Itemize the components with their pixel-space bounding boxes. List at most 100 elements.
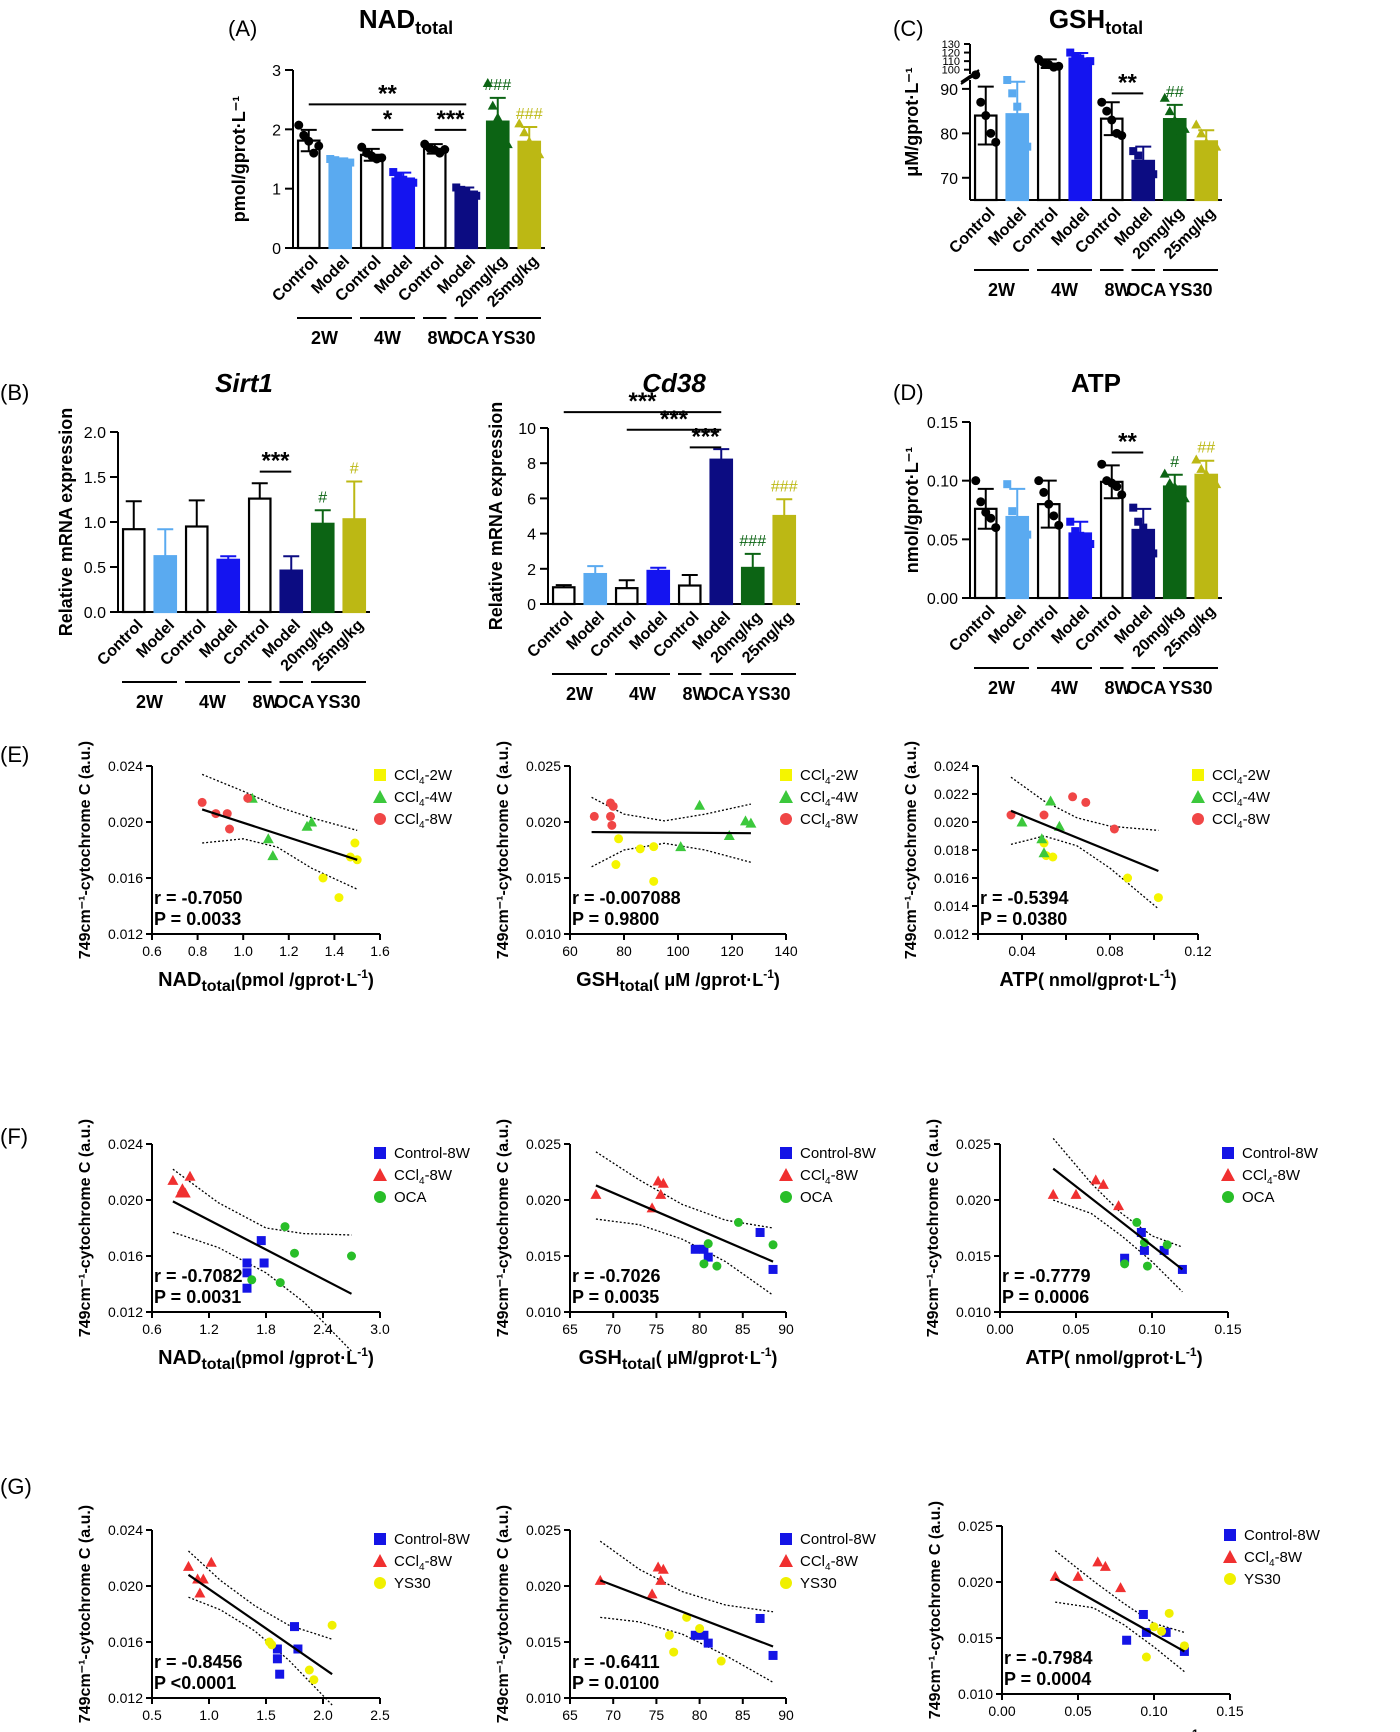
data-point [1003,76,1012,84]
scatter-point [1049,1570,1061,1581]
data-point [1071,52,1080,60]
significance-star: *** [261,448,290,475]
y-tick-label: 1.0 [84,515,106,532]
data-point [482,78,493,88]
scatter-point [304,1665,314,1675]
data-point [440,145,450,155]
scatter-point [675,841,687,852]
group-label: YS30 [746,684,790,704]
scatter-point [1053,820,1065,831]
scatter-point [242,1268,252,1278]
x-axis-label: ATP( nmol/gprot·L-1) [1025,1345,1202,1369]
data-point [314,141,324,151]
scatter-point [712,1261,722,1271]
data-point [1013,102,1022,111]
panel-letter: (E) [0,742,29,767]
y-tick-label: 0.5 [84,560,106,577]
scatter-point [1122,1635,1132,1645]
scatter-point [275,1669,285,1679]
y-tick-label: 8 [527,456,536,473]
bar [583,572,608,606]
scatter-point [669,1647,679,1657]
scatter-point [318,873,328,883]
legend-label: OCA [394,1189,427,1206]
data-point [377,153,387,163]
p-value: P = 0.0035 [572,1287,659,1307]
scatter-point [1036,833,1048,844]
data-point [519,127,530,137]
scatter-point [1081,797,1091,807]
data-point [462,187,471,196]
p-value: P = 0.0004 [1004,1669,1091,1689]
group-label: YS30 [1168,678,1212,698]
x-axis-label: ATP( nmol/gprot·L-1) [1027,1727,1204,1732]
scatter-point [1099,1560,1111,1571]
data-point [1117,490,1127,500]
scatter-point [1115,1582,1127,1593]
scatter-point [1070,1188,1082,1199]
p-value: P = 0.0033 [154,909,241,929]
y-tick-label: 0.05 [927,532,958,549]
legend-label: CCl4-8W [394,1553,453,1573]
y-tick-label: 1.5 [84,470,106,487]
data-point [1008,89,1017,98]
scatter-point [1192,813,1204,825]
significance-hash: ### [516,106,543,123]
bar [1162,485,1187,600]
fit-line [187,1573,333,1676]
data-point [294,120,304,130]
scatter-point [194,1587,206,1598]
group-label: OCA [704,684,744,704]
bar [1036,62,1061,202]
data-point [1008,507,1017,516]
y-tick-label: 0.012 [108,926,143,942]
bar [422,147,447,250]
y-tick-label: 90 [940,82,958,99]
data-point [1076,531,1085,540]
scatter-point [1120,1259,1130,1269]
scatter-point [373,1168,387,1181]
scatter-point [780,1577,792,1589]
scatter-chart-F2: 0.010 0.015 0.020 0.025 65 70 75 80 85 90 r = -0.7… [495,1119,877,1373]
data-point [389,168,398,177]
confidence-band [599,1540,774,1613]
scatter-point [1179,1641,1189,1651]
scatter-chart-E3: 0.012 0.014 0.016 0.018 0.020 0.022 0.024 0.04 0… [903,741,1271,991]
data-point [1206,475,1217,485]
scatter-point [275,1278,285,1288]
data-point [487,100,498,110]
legend-label: CCl4-2W [1212,767,1271,787]
scatter-point [1136,1227,1146,1237]
chart-title: Sirt1 [215,368,273,398]
data-point [1034,476,1044,486]
confidence-band [1052,1137,1183,1248]
data-point [1044,499,1054,509]
scatter-point [225,824,235,834]
x-tick-label: 1.4 [325,943,345,959]
scatter-point [1224,1573,1236,1585]
p-value: P = 0.0100 [572,1673,659,1693]
legend-label: OCA [1242,1189,1275,1206]
scatter-point [646,1588,658,1599]
data-point [1018,529,1027,538]
x-tick-label: 0.10 [1138,1321,1165,1337]
group-label: OCA [1126,280,1166,300]
x-tick-label: 1.2 [199,1321,219,1337]
scatter-point [703,1252,713,1262]
data-point [1144,169,1153,178]
bar-chart-B2: 0 2 4 6 8 10 Cd38 Relative mRNA expression ### ##… [486,368,800,704]
group-label: OCA [1126,678,1166,698]
correlation-r: r = -0.5394 [980,888,1069,908]
x-tick-label: 0.8 [188,943,208,959]
bar [216,558,241,614]
scatter-point [182,1560,194,1571]
significance-hash: # [318,489,327,506]
data-point [1018,138,1027,147]
data-point [524,136,535,146]
significance-star: *** [660,406,689,433]
data-point [326,155,335,163]
scatter-point [690,1244,700,1254]
y-axis-label: 749cm⁻¹-cytochrome C (a.u.) [925,1119,942,1337]
scatter-point [262,833,274,844]
x-axis-label: GSHtotal( μM /gprot·L-1) [576,967,780,995]
